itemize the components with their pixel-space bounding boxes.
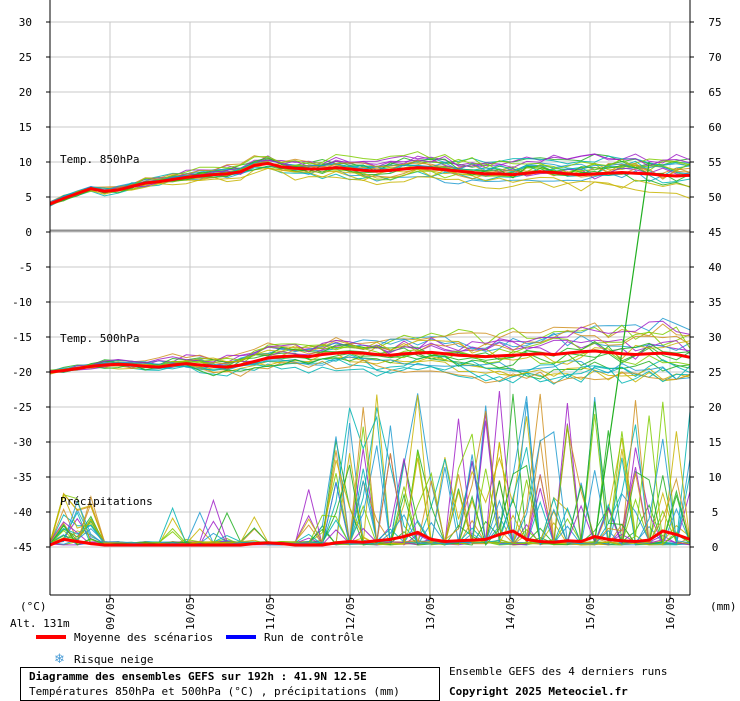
- member-line: [49, 167, 691, 205]
- member-line: [49, 320, 691, 374]
- left-tick-label: -25: [12, 401, 32, 414]
- left-tick-label: 25: [19, 51, 32, 64]
- left-tick-label: -35: [12, 471, 32, 484]
- legend-mean-label: Moyenne des scénarios: [74, 631, 213, 644]
- left-tick-label: 30: [19, 16, 32, 29]
- left-tick-label: -5: [19, 261, 32, 274]
- right-tick-label: 0: [712, 541, 719, 554]
- left-tick-label: -15: [12, 331, 32, 344]
- right-axis-unit: (mm): [710, 600, 737, 613]
- right-tick-label: 25: [708, 366, 721, 379]
- left-tick-label: -45: [12, 541, 32, 554]
- x-date-label: 16/05: [664, 597, 677, 630]
- right-tick-label: 45: [708, 226, 721, 239]
- right-tick-label: 20: [708, 401, 721, 414]
- member-line: [49, 151, 691, 203]
- left-tick-label: 10: [19, 156, 32, 169]
- right-tick-label: 5: [712, 506, 719, 519]
- x-date-label: 10/05: [184, 597, 197, 630]
- left-tick-label: 5: [25, 191, 32, 204]
- left-tick-label: -30: [12, 436, 32, 449]
- right-tick-label: 70: [708, 51, 721, 64]
- copyright: Copyright 2025 Meteociel.fr: [449, 685, 628, 698]
- member-line: [49, 161, 691, 205]
- right-tick-label: 40: [708, 261, 721, 274]
- left-tick-label: -20: [12, 366, 32, 379]
- legend-snow-label: Risque neige: [74, 653, 153, 666]
- x-date-label: 11/05: [264, 597, 277, 630]
- mean-series: [49, 161, 691, 547]
- altitude-label: Alt. 131m: [10, 617, 70, 630]
- x-date-label: 15/05: [584, 597, 597, 630]
- mean-line: [49, 349, 691, 374]
- legend-control-label: Run de contrôle: [264, 631, 363, 644]
- panel-label-850: Temp. 850hPa: [60, 153, 139, 166]
- x-date-label: 09/05: [104, 597, 117, 630]
- member-line: [49, 322, 691, 373]
- left-axis-unit: (°C): [20, 600, 47, 613]
- snowflake-icon: ❄: [54, 652, 65, 667]
- ensemble-members: [49, 151, 691, 547]
- ensemble-info: Ensemble GEFS des 4 derniers runs: [449, 665, 668, 678]
- right-tick-label: 65: [708, 86, 721, 99]
- right-tick-label: 15: [708, 436, 721, 449]
- right-tick-label: 75: [708, 16, 721, 29]
- member-line: [49, 359, 691, 385]
- special-member-line: [594, 161, 650, 542]
- member-line: [50, 356, 691, 380]
- legend: Moyenne des scénarios Run de contrôle ❄ Ris…: [36, 631, 363, 667]
- right-tick-label: 60: [708, 121, 721, 134]
- member-line: [49, 354, 691, 384]
- axis-labels: 302520151050-5-10-15-20-25-30-35-40-4575…: [10, 16, 737, 630]
- x-date-label: 14/05: [504, 597, 517, 630]
- right-tick-label: 50: [708, 191, 721, 204]
- title-box: Diagramme des ensembles GEFS sur 192h : …: [20, 667, 440, 701]
- right-tick-label: 30: [708, 331, 721, 344]
- right-tick-label: 35: [708, 296, 721, 309]
- left-tick-label: 15: [19, 121, 32, 134]
- left-tick-label: 0: [25, 226, 32, 239]
- left-tick-label: -10: [12, 296, 32, 309]
- axes: [46, 0, 694, 599]
- x-date-label: 12/05: [344, 597, 357, 630]
- left-tick-label: -40: [12, 506, 32, 519]
- mean-line: [49, 529, 691, 547]
- left-tick-label: 20: [19, 86, 32, 99]
- panel-label-500: Temp. 500hPa: [60, 332, 139, 345]
- x-date-label: 13/05: [424, 597, 437, 630]
- panel-label-precip: Précipitations: [60, 495, 153, 508]
- right-tick-label: 55: [708, 156, 721, 169]
- member-line: [49, 155, 691, 204]
- mean-line: [49, 161, 691, 206]
- member-line: [49, 167, 691, 206]
- right-tick-label: 10: [708, 471, 721, 484]
- chart-subtitle: Températures 850hPa et 500hPa (°C) , pré…: [29, 685, 400, 698]
- chart-title: Diagramme des ensembles GEFS sur 192h : …: [29, 670, 367, 683]
